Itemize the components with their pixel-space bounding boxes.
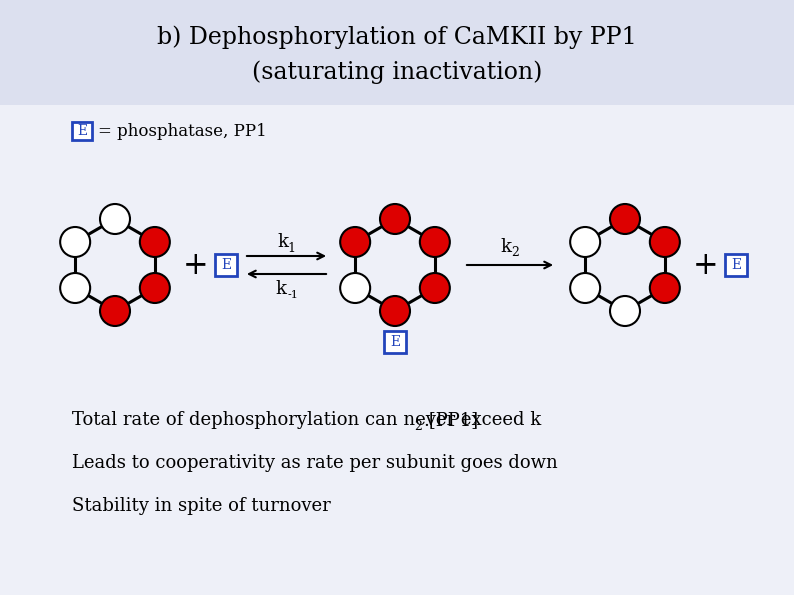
Text: 2: 2 — [414, 420, 422, 433]
Text: 2: 2 — [511, 246, 519, 259]
Circle shape — [610, 204, 640, 234]
Text: E: E — [390, 335, 400, 349]
Text: E: E — [77, 124, 87, 138]
Text: +: + — [693, 249, 719, 280]
Text: -1: -1 — [287, 290, 298, 300]
Text: = phosphatase, PP1: = phosphatase, PP1 — [98, 123, 267, 139]
Circle shape — [570, 227, 600, 257]
Circle shape — [100, 204, 130, 234]
FancyBboxPatch shape — [725, 254, 747, 276]
Circle shape — [140, 227, 170, 257]
Text: +: + — [183, 249, 209, 280]
Text: k: k — [500, 238, 511, 256]
Text: E: E — [731, 258, 741, 272]
Circle shape — [610, 296, 640, 326]
Circle shape — [570, 273, 600, 303]
Text: Total rate of dephosphorylation can never exceed k: Total rate of dephosphorylation can neve… — [72, 411, 542, 429]
Circle shape — [100, 296, 130, 326]
Circle shape — [60, 273, 91, 303]
Text: k: k — [275, 280, 286, 298]
Text: Stability in spite of turnover: Stability in spite of turnover — [72, 497, 331, 515]
Text: Leads to cooperativity as rate per subunit goes down: Leads to cooperativity as rate per subun… — [72, 454, 557, 472]
Text: (saturating inactivation): (saturating inactivation) — [252, 60, 542, 84]
Circle shape — [420, 227, 450, 257]
Circle shape — [140, 273, 170, 303]
Circle shape — [340, 227, 370, 257]
Circle shape — [380, 204, 410, 234]
Text: 1: 1 — [287, 242, 295, 255]
Text: .[PP1]: .[PP1] — [423, 411, 479, 429]
Text: E: E — [221, 258, 231, 272]
FancyBboxPatch shape — [384, 331, 406, 353]
FancyBboxPatch shape — [72, 122, 92, 140]
Circle shape — [340, 273, 370, 303]
Text: b) Dephosphorylation of CaMKII by PP1: b) Dephosphorylation of CaMKII by PP1 — [157, 25, 637, 49]
Circle shape — [420, 273, 450, 303]
Bar — [0, 0, 794, 105]
Text: k: k — [277, 233, 288, 251]
FancyBboxPatch shape — [215, 254, 237, 276]
Circle shape — [649, 227, 680, 257]
Circle shape — [380, 296, 410, 326]
Circle shape — [60, 227, 91, 257]
Circle shape — [649, 273, 680, 303]
